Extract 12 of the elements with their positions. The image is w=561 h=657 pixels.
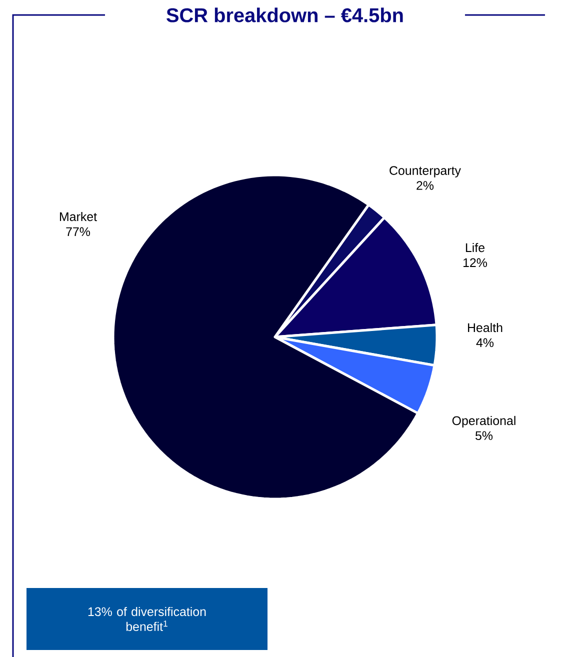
chart-title: SCR breakdown – €4.5bn — [166, 8, 403, 22]
data-label: 77% — [66, 227, 90, 236]
data-label: 5% — [475, 431, 493, 440]
data-label: 12% — [463, 258, 488, 268]
slice-label: Operational — [452, 416, 516, 428]
data-label: 4% — [476, 338, 494, 348]
slice-label: Counterparty — [390, 166, 461, 178]
slice-label: Life — [466, 242, 484, 252]
data-label: 2% — [416, 181, 434, 190]
slice-label: Market — [60, 212, 97, 222]
slice-label: Health — [468, 322, 502, 332]
text: 13% of diversification benefit$^{1}$ — [88, 606, 206, 632]
